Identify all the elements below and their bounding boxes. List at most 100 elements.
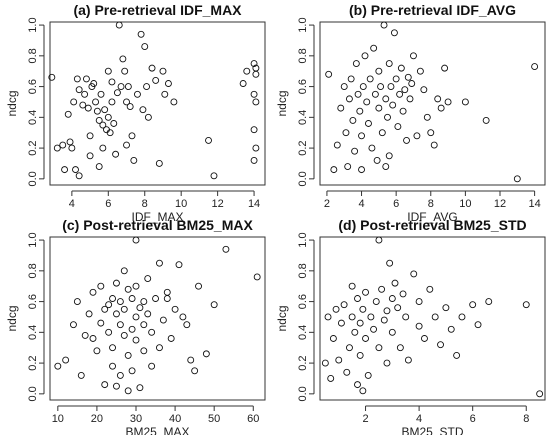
data-point xyxy=(124,83,132,91)
data-point xyxy=(347,75,355,83)
y-tick-label: 1.0 xyxy=(297,17,309,32)
data-point xyxy=(351,147,359,155)
data-point xyxy=(513,175,521,183)
data-point xyxy=(388,328,396,336)
data-point xyxy=(416,67,424,75)
chart-title: (b) Pre-retrieval IDF_AVG xyxy=(349,2,516,18)
data-point xyxy=(371,90,379,98)
x-tick-label: 4 xyxy=(358,198,364,210)
data-point xyxy=(358,132,365,140)
data-point xyxy=(93,107,101,115)
x-axis-label: BM25_MAX xyxy=(125,425,189,435)
y-tick-label: 1.0 xyxy=(27,232,39,247)
data-point xyxy=(62,356,70,364)
plot-frame xyxy=(319,236,546,401)
data-point xyxy=(329,335,337,342)
plot-frame xyxy=(319,21,546,186)
data-point xyxy=(399,107,407,115)
data-point xyxy=(386,259,394,267)
data-point xyxy=(403,136,410,144)
data-point xyxy=(354,381,361,389)
data-point xyxy=(252,144,260,152)
data-point xyxy=(410,270,418,278)
data-point xyxy=(413,132,421,140)
data-point xyxy=(163,288,171,296)
data-point xyxy=(343,368,351,376)
data-point xyxy=(434,95,442,103)
data-point xyxy=(116,298,124,306)
data-point xyxy=(84,104,92,112)
data-point xyxy=(79,101,87,109)
data-point xyxy=(337,104,345,112)
data-point xyxy=(140,321,148,329)
data-point xyxy=(104,67,112,75)
y-axis-label: ndcg xyxy=(5,90,19,116)
x-axis-label: BM25_STD xyxy=(401,425,463,435)
y-tick-label: 0.2 xyxy=(27,355,39,370)
data-point xyxy=(99,144,107,152)
data-point xyxy=(128,132,136,140)
data-point xyxy=(366,75,374,83)
data-point xyxy=(243,67,251,75)
chart-title: (d) Post-retrieval BM25_STD xyxy=(338,217,526,233)
data-point xyxy=(101,381,109,389)
data-point xyxy=(156,259,163,267)
data-point xyxy=(396,344,404,352)
x-tick-label: 8 xyxy=(142,198,148,210)
data-point xyxy=(380,316,388,324)
data-point xyxy=(93,347,101,355)
data-point xyxy=(130,156,138,164)
data-point xyxy=(156,344,163,352)
data-point xyxy=(461,98,469,106)
data-point xyxy=(120,305,128,313)
data-point xyxy=(250,126,258,134)
data-point xyxy=(137,30,145,38)
data-point xyxy=(210,172,218,180)
data-point xyxy=(89,335,97,342)
data-point xyxy=(108,78,116,86)
data-point xyxy=(109,295,116,302)
data-point xyxy=(351,328,359,336)
data-point xyxy=(101,305,109,313)
data-point xyxy=(53,144,61,152)
data-point xyxy=(170,98,178,106)
data-point xyxy=(375,67,383,75)
data-point xyxy=(109,344,116,352)
data-point xyxy=(335,356,343,364)
data-point xyxy=(92,98,100,106)
data-point xyxy=(253,273,261,281)
data-point xyxy=(437,104,445,112)
data-point xyxy=(402,313,410,321)
data-point xyxy=(444,98,452,106)
data-point xyxy=(205,136,212,144)
y-tick-label: 0.4 xyxy=(27,325,39,340)
data-point xyxy=(239,80,247,87)
data-point xyxy=(368,144,376,152)
data-point xyxy=(349,116,357,124)
data-point xyxy=(113,89,121,97)
data-point xyxy=(394,123,402,131)
data-point xyxy=(382,95,390,103)
data-point xyxy=(97,282,105,290)
data-point xyxy=(73,75,81,83)
data-point xyxy=(442,304,450,312)
data-point xyxy=(85,310,93,318)
data-point xyxy=(383,307,391,315)
data-point xyxy=(485,298,493,306)
x-tick-label: 40 xyxy=(169,413,181,425)
y-tick-label: 0.0 xyxy=(27,171,39,186)
plot-frame xyxy=(49,236,266,401)
data-point xyxy=(363,98,371,106)
data-point xyxy=(161,90,169,98)
y-tick-label: 0.4 xyxy=(27,110,39,125)
y-tick-label: 0.8 xyxy=(297,263,309,278)
y-tick-label: 0.6 xyxy=(27,79,39,94)
data-point xyxy=(354,90,362,98)
data-point xyxy=(382,163,390,170)
data-point xyxy=(375,236,383,244)
data-point xyxy=(340,301,348,309)
data-point xyxy=(48,73,56,81)
data-point xyxy=(101,106,109,114)
data-point xyxy=(359,83,367,91)
